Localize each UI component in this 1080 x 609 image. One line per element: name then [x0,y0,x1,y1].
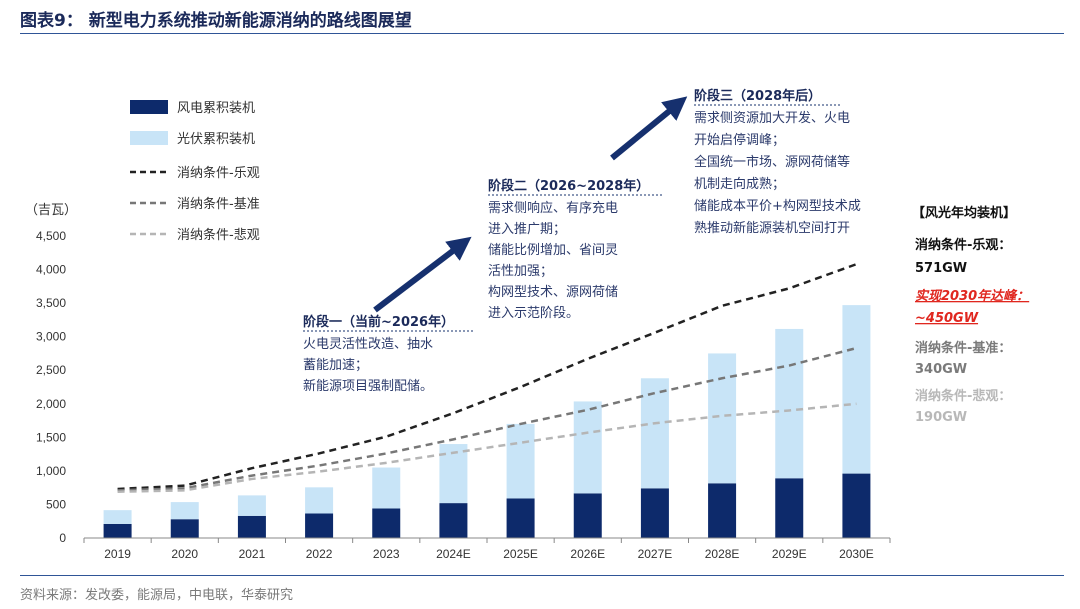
stage-arrow-1 [373,236,472,313]
stage-2-line-5: 构网型技术、源网荷储 [488,285,618,300]
legend-label-wind: 风电累积装机 [177,101,255,116]
side-peak-label: 实现2030年达峰： [915,288,1029,304]
legend-swatch-solar [130,131,168,145]
stage-2-title: 阶段二（2026~2028年） [488,178,649,194]
side-panel-header: 【风光年均装机】 [912,205,1016,221]
bar-wind-2029E [775,478,804,538]
side-base-label: 消纳条件-基准： [915,340,1011,356]
stage-2-line-6: 进入示范阶段。 [488,306,579,321]
y-tick-label: 1,000 [36,464,66,478]
x-tick-label: 2023 [373,547,400,561]
bar-solar-2023 [372,467,401,509]
y-tick-label: 3,500 [36,296,66,310]
y-tick-label: 2,500 [36,363,66,377]
legend: 风电累积装机 光伏累积装机 消纳条件-乐观 消纳条件-基准 消纳条件-悲观 [130,100,260,243]
stage-1-title: 阶段一（当前~2026年） [303,314,454,330]
bar-wind-2022 [305,513,334,538]
stage-3-annotation: 阶段三（2028年后） 需求侧资源加大开发、火电 开始启停调峰； 全国统一市场、… [694,88,861,236]
side-pessimistic-value: 190GW [915,410,967,425]
bar-solar-2028E [708,353,737,484]
stage-2-line-1: 需求侧响应、有序充电 [488,200,618,216]
stage-1-line-1: 火电灵活性改造、抽水 [303,337,433,352]
bar-wind-2019 [103,523,132,538]
title-divider [20,33,1064,34]
bar-solar-2030E [842,305,871,474]
legend-label-pessimistic: 消纳条件-悲观 [177,227,260,243]
stage-3-line-4: 机制走向成熟； [694,176,785,192]
bar-wind-2024E [439,503,468,538]
x-tick-label: 2024E [436,547,471,561]
side-base-value: 340GW [915,362,967,377]
y-tick-label: 2,000 [36,397,66,411]
stage-3-line-6: 熟推动新能源装机空间打开 [694,220,850,236]
source-note: 资料来源：发改委，能源局，中电联，华泰研究 [20,588,294,603]
stage-3-line-5: 储能成本平价+构网型技术成 [694,199,861,214]
x-tick-label: 2025E [503,547,538,561]
line-base [117,346,857,492]
footer-divider [20,575,1064,576]
figure-title: 图表9： 新型电力系统推动新能源消纳的路线图展望 [20,11,412,31]
stage-1-line-3: 新能源项目强制配储。 [303,378,433,394]
y-tick-label: 0 [59,531,66,545]
y-tick-label: 3,000 [36,330,66,344]
line-optimistic [117,263,857,491]
stage-3-line-2: 开始启停调峰； [694,132,785,148]
side-peak-value: ~450GW [915,311,979,326]
bar-wind-2026E [573,493,602,538]
bar-wind-2020 [170,519,199,538]
side-pessimistic-label: 消纳条件-悲观： [915,388,1011,404]
bar-solar-2019 [103,510,132,524]
y-tick-label: 1,500 [36,430,66,444]
side-panel: 【风光年均装机】 消纳条件-乐观： 571GW 实现2030年达峰： ~450G… [912,205,1029,425]
stage-2-line-3: 储能比例增加、省间灵 [488,243,618,258]
side-optimistic-value: 571GW [915,261,967,276]
stage-2-annotation: 阶段二（2026~2028年） 需求侧响应、有序充电 进入推广期； 储能比例增加… [488,178,662,321]
x-tick-label: 2019 [104,547,131,561]
bar-solar-2022 [305,487,334,514]
side-optimistic-label: 消纳条件-乐观： [915,237,1011,253]
bar-wind-2025E [506,498,535,538]
legend-label-optimistic: 消纳条件-乐观 [177,165,260,181]
bar-wind-2023 [372,508,401,538]
bar-wind-2021 [237,515,266,538]
stage-3-title: 阶段三（2028年后） [694,88,821,104]
bar-wind-2027E [640,488,669,538]
line-pessimistic [117,402,857,493]
bar-wind-2030E [842,473,871,538]
x-tick-label: 2021 [239,547,266,561]
legend-label-solar: 光伏累积装机 [177,132,255,147]
y-axis-label: （吉瓦） [25,202,77,217]
legend-label-base: 消纳条件-基准 [177,196,260,212]
bar-solar-2027E [640,378,669,489]
y-tick-label: 4,000 [36,263,66,277]
legend-swatch-wind [130,100,168,114]
x-tick-label: 2026E [570,547,605,561]
x-tick-label: 2028E [705,547,740,561]
y-tick-label: 500 [46,497,66,511]
stage-2-line-4: 活性加强； [488,264,553,279]
stage-3-line-3: 全国统一市场、源网荷储等 [694,154,850,170]
bar-solar-2025E [506,423,535,499]
x-tick-label: 2027E [638,547,673,561]
x-tick-label: 2022 [306,547,333,561]
bar-solar-2021 [237,495,266,516]
stage-3-line-1: 需求侧资源加大开发、火电 [694,110,850,126]
stage-1-annotation: 阶段一（当前~2026年） 火电灵活性改造、抽水 蓄能加速； 新能源项目强制配储… [303,314,474,394]
stage-2-line-2: 进入推广期； [488,222,566,237]
bar-wind-2028E [708,483,737,538]
x-tick-label: 2029E [772,547,807,561]
bar-solar-2029E [775,328,804,479]
bar-solar-2026E [573,401,602,494]
stage-1-line-2: 蓄能加速； [303,358,368,373]
bar-solar-2020 [170,502,199,520]
x-tick-label: 2030E [839,547,874,561]
x-tick-label: 2020 [171,547,198,561]
stage-arrow-2 [610,96,688,161]
y-tick-label: 4,500 [36,229,66,243]
